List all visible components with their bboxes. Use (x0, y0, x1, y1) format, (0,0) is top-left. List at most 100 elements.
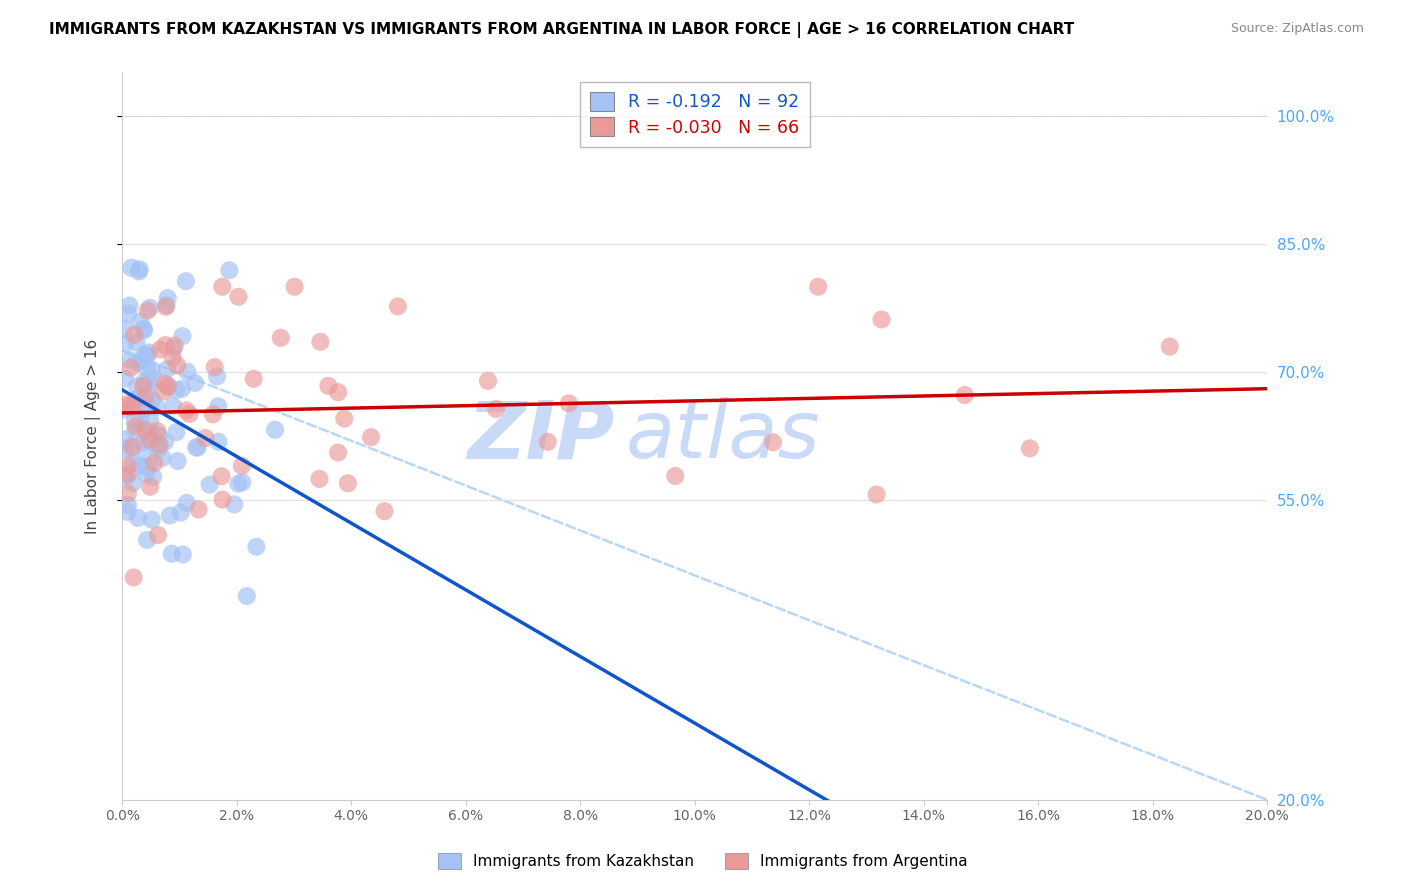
Point (284, 279, 307, 293)
Point (224, 497, 246, 511)
Point (115, 469, 138, 483)
Point (114, 402, 136, 417)
Point (121, 440, 143, 454)
Point (134, 391, 156, 405)
Point (138, 345, 160, 359)
Point (120, 260, 142, 275)
Point (153, 338, 176, 352)
Point (194, 431, 217, 445)
Point (172, 548, 194, 562)
Point (141, 426, 163, 441)
Point (135, 446, 157, 460)
Point (149, 343, 172, 357)
Point (179, 407, 201, 421)
Point (132, 322, 155, 336)
Point (174, 274, 197, 288)
Point (309, 334, 332, 349)
Point (136, 459, 159, 474)
Point (117, 399, 139, 413)
Point (141, 392, 163, 407)
Point (159, 508, 181, 523)
Point (166, 359, 188, 373)
Point (157, 378, 180, 392)
Point (117, 307, 139, 321)
Point (134, 347, 156, 361)
Point (118, 299, 141, 313)
Text: ZIP: ZIP (467, 397, 614, 475)
Point (242, 372, 264, 386)
Point (166, 454, 188, 468)
Point (122, 327, 145, 342)
Point (373, 504, 395, 518)
Point (135, 361, 157, 376)
Point (326, 445, 349, 459)
Point (207, 400, 229, 414)
Point (136, 376, 159, 390)
Point (165, 425, 187, 439)
Point (664, 469, 686, 483)
Point (163, 342, 186, 356)
Point (125, 392, 148, 406)
Point (333, 411, 356, 425)
Point (187, 441, 209, 455)
Point (124, 419, 146, 434)
Point (328, 385, 350, 400)
Point (136, 303, 159, 318)
Point (139, 480, 162, 494)
Point (236, 589, 259, 603)
Point (211, 279, 233, 293)
Point (114, 442, 136, 456)
Point (135, 349, 157, 363)
Point (155, 298, 177, 312)
Point (117, 498, 139, 512)
Point (128, 262, 150, 277)
Point (172, 329, 194, 343)
Point (228, 476, 250, 491)
Point (205, 369, 228, 384)
Point (142, 470, 165, 484)
Point (165, 383, 187, 397)
Point (117, 505, 139, 519)
Point (537, 434, 560, 449)
Point (143, 456, 166, 470)
Point (125, 335, 148, 350)
Point (136, 533, 159, 547)
Point (128, 264, 150, 278)
Point (117, 486, 139, 500)
Point (162, 351, 184, 365)
Point (141, 513, 163, 527)
Point (135, 467, 157, 482)
Point (146, 442, 169, 457)
Text: IMMIGRANTS FROM KAZAKHSTAN VS IMMIGRANTS FROM ARGENTINA IN LABOR FORCE | AGE > 1: IMMIGRANTS FROM KAZAKHSTAN VS IMMIGRANTS… (49, 22, 1074, 38)
Point (114, 322, 136, 336)
Point (120, 353, 142, 368)
Point (114, 433, 136, 447)
Point (228, 290, 250, 304)
Point (218, 263, 240, 277)
Point (141, 363, 163, 377)
Point (211, 492, 233, 507)
Point (152, 450, 174, 465)
Point (131, 353, 153, 368)
Point (138, 433, 160, 447)
Point (134, 375, 156, 389)
Point (129, 458, 152, 473)
Point (124, 425, 146, 439)
Point (170, 382, 193, 396)
Text: Source: ZipAtlas.com: Source: ZipAtlas.com (1230, 22, 1364, 36)
Point (122, 475, 145, 490)
Point (176, 365, 198, 379)
Point (1159, 340, 1181, 354)
Point (117, 397, 139, 411)
Point (160, 547, 183, 561)
Point (865, 487, 887, 501)
Point (114, 336, 136, 351)
Point (308, 472, 330, 486)
Point (156, 291, 179, 305)
Point (1018, 442, 1040, 456)
Point (129, 417, 152, 431)
Point (163, 338, 186, 352)
Point (184, 376, 207, 390)
Point (136, 385, 159, 400)
Point (170, 506, 193, 520)
